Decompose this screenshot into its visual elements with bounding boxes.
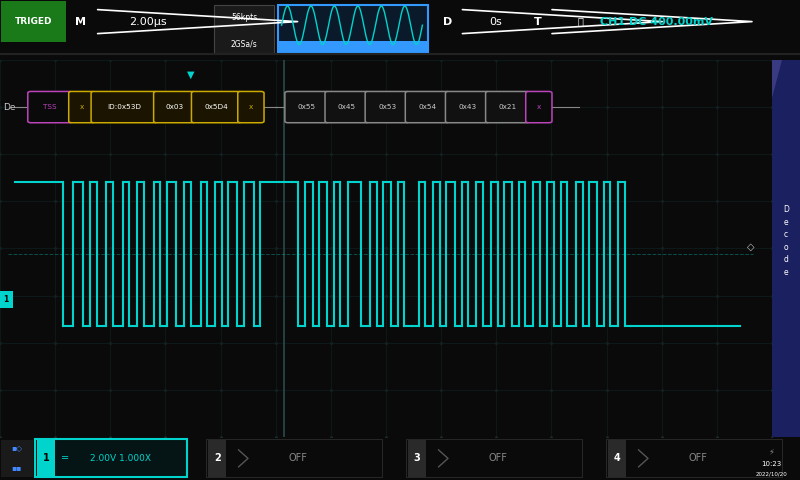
Text: ▪▪: ▪▪ xyxy=(12,463,22,471)
Text: 0x5D4: 0x5D4 xyxy=(205,104,229,110)
Text: 56kpts: 56kpts xyxy=(231,13,257,23)
FancyBboxPatch shape xyxy=(69,92,95,123)
Text: 1: 1 xyxy=(3,295,9,304)
Text: 2022/10/20: 2022/10/20 xyxy=(755,471,787,476)
FancyBboxPatch shape xyxy=(606,439,782,478)
FancyBboxPatch shape xyxy=(278,41,428,53)
FancyBboxPatch shape xyxy=(408,440,426,477)
FancyBboxPatch shape xyxy=(1,440,33,477)
FancyBboxPatch shape xyxy=(486,92,530,123)
Text: 0x43: 0x43 xyxy=(458,104,477,110)
Text: ⌗: ⌗ xyxy=(577,17,583,26)
FancyBboxPatch shape xyxy=(206,439,382,478)
Text: x: x xyxy=(249,104,253,110)
Text: OFF: OFF xyxy=(289,454,308,463)
FancyBboxPatch shape xyxy=(37,440,55,477)
Text: 0x55: 0x55 xyxy=(298,104,316,110)
FancyBboxPatch shape xyxy=(406,92,450,123)
Text: x: x xyxy=(80,104,84,110)
FancyBboxPatch shape xyxy=(608,440,626,477)
Text: 3: 3 xyxy=(414,454,421,463)
Text: 0x54: 0x54 xyxy=(418,104,436,110)
Text: 2GSa/s: 2GSa/s xyxy=(230,40,258,49)
Text: 0s: 0s xyxy=(490,17,502,26)
FancyBboxPatch shape xyxy=(285,92,329,123)
Text: 0x21: 0x21 xyxy=(498,104,517,110)
Text: ◇: ◇ xyxy=(746,241,754,252)
FancyBboxPatch shape xyxy=(526,92,552,123)
Text: CH1 DC 400.00mV: CH1 DC 400.00mV xyxy=(599,17,713,26)
Text: ⚡: ⚡ xyxy=(768,447,774,456)
FancyBboxPatch shape xyxy=(35,439,187,478)
Text: De: De xyxy=(3,103,15,112)
Text: ID:0x53D: ID:0x53D xyxy=(107,104,142,110)
Text: 0x53: 0x53 xyxy=(378,104,396,110)
FancyBboxPatch shape xyxy=(772,60,800,437)
FancyBboxPatch shape xyxy=(278,5,428,53)
FancyBboxPatch shape xyxy=(446,92,490,123)
FancyBboxPatch shape xyxy=(1,1,66,42)
Text: OFF: OFF xyxy=(489,454,508,463)
Text: 4: 4 xyxy=(614,454,621,463)
FancyBboxPatch shape xyxy=(365,92,409,123)
Text: TRIGED: TRIGED xyxy=(15,17,52,26)
Text: 2.00μs: 2.00μs xyxy=(129,17,167,26)
FancyBboxPatch shape xyxy=(91,92,158,123)
FancyBboxPatch shape xyxy=(406,439,582,478)
Text: OFF: OFF xyxy=(689,454,708,463)
Text: D
e
c
o
d
e: D e c o d e xyxy=(783,205,789,276)
Text: 0x45: 0x45 xyxy=(338,104,356,110)
Text: ▼: ▼ xyxy=(187,70,194,79)
FancyBboxPatch shape xyxy=(208,440,226,477)
FancyBboxPatch shape xyxy=(191,92,242,123)
Text: 0x03: 0x03 xyxy=(166,104,183,110)
Polygon shape xyxy=(772,60,782,98)
FancyBboxPatch shape xyxy=(0,291,13,308)
FancyBboxPatch shape xyxy=(214,5,274,53)
Text: x: x xyxy=(537,104,541,110)
FancyBboxPatch shape xyxy=(325,92,369,123)
Text: 1: 1 xyxy=(42,454,50,463)
FancyBboxPatch shape xyxy=(28,92,73,123)
Text: M: M xyxy=(74,17,86,26)
Text: =: = xyxy=(61,454,69,463)
Text: D: D xyxy=(443,17,453,26)
FancyBboxPatch shape xyxy=(238,92,264,123)
Text: TSS: TSS xyxy=(43,104,57,110)
Text: T: T xyxy=(534,17,542,26)
Text: ▪◇: ▪◇ xyxy=(11,444,22,454)
Text: 10:23: 10:23 xyxy=(761,461,782,467)
Text: 2.00V 1.000X: 2.00V 1.000X xyxy=(90,454,150,463)
Text: 2: 2 xyxy=(214,454,221,463)
FancyBboxPatch shape xyxy=(154,92,195,123)
